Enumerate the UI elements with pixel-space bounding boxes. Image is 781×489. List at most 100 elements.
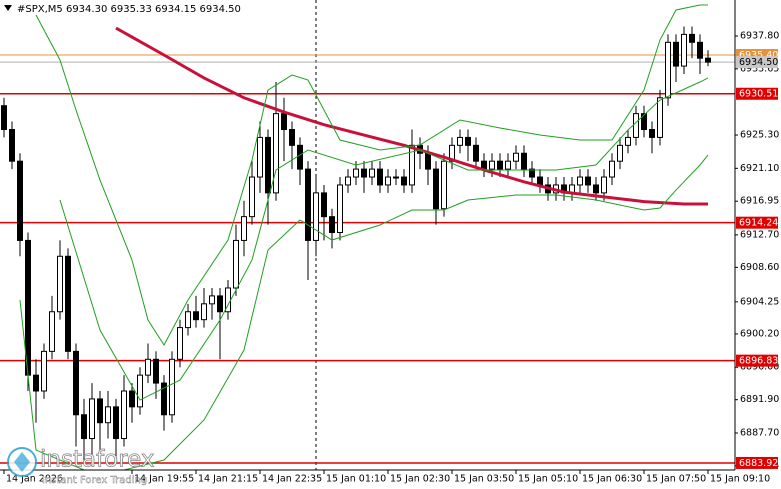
candle-body (465, 136, 471, 146)
last-price-box (736, 56, 778, 69)
candle-body (161, 382, 167, 416)
candle-body (129, 390, 135, 408)
candle-body (705, 57, 711, 63)
x-tick-label: 15 Jan 05:10 (518, 474, 578, 485)
candle-body (73, 350, 79, 416)
candle-body (593, 184, 599, 194)
candle-body (97, 398, 103, 424)
candle-body (441, 160, 447, 210)
chart-header: #SPX,M5 6934.30 6935.33 6934.15 6934.50 (17, 4, 241, 15)
y-tick-label: 6900.20 (740, 328, 779, 339)
candle-body (529, 168, 535, 178)
candle-body (105, 406, 111, 424)
logo: instaforex Instant Forex Trading (7, 446, 155, 486)
candle-body (657, 97, 663, 138)
y-tick-label: 6937.80 (740, 30, 779, 41)
candle-body (193, 311, 199, 321)
level-label: 6896.83 (739, 356, 778, 367)
level-label-box (736, 456, 778, 469)
logo-name: instaforex (40, 447, 155, 473)
candle-body (625, 136, 631, 146)
candle-body (321, 192, 327, 218)
candle-body (513, 152, 519, 162)
y-tick-label: 6933.65 (740, 63, 779, 74)
candle-body (521, 152, 527, 170)
candle-body (273, 113, 279, 194)
candle-body (401, 176, 407, 186)
candle-body (377, 168, 383, 186)
candle-body (505, 160, 511, 170)
candle-body (601, 176, 607, 194)
candle-body (337, 184, 343, 234)
candle-body (233, 239, 239, 289)
y-tick-label: 6891.90 (740, 394, 779, 405)
candle-body (697, 41, 703, 59)
x-tick-label: 15 Jan 07:50 (646, 474, 706, 485)
plot-area (0, 4, 735, 470)
candle-body (57, 255, 63, 313)
last-price-label: 6934.50 (739, 57, 778, 68)
candle-body (433, 168, 439, 210)
y-tick-label: 6921.10 (740, 163, 779, 174)
candle-body (209, 295, 215, 305)
x-tick-label: 15 Jan 02:30 (390, 474, 450, 485)
y-tick-label: 6908.60 (740, 262, 779, 273)
logo-tagline: Instant Forex Trading (42, 475, 147, 486)
axis-layer: 6937.80 6933.65 6925.30 6921.10 6916.95 6912.… (3, 30, 779, 485)
candle-body (121, 390, 127, 440)
candle-body (249, 176, 255, 218)
level-label-box (736, 354, 778, 367)
x-tick-label: 15 Jan 03:50 (454, 474, 514, 485)
candle-body (393, 176, 399, 179)
candle-body (1, 105, 7, 130)
candle-body (17, 160, 23, 241)
candle-body (497, 160, 503, 170)
y-tick-label: 6925.30 (740, 130, 779, 141)
indicator-line (19, 154, 709, 470)
candle-body (361, 168, 367, 178)
indicator-line (59, 77, 709, 401)
y-tick-label: 6912.70 (740, 229, 779, 240)
candle-body (409, 144, 415, 186)
menu-arrow[interactable] (4, 5, 12, 11)
candle-body (489, 160, 495, 170)
candle-body (201, 303, 207, 321)
candle-body (641, 113, 647, 130)
candle-body (673, 41, 679, 67)
candle-body (385, 176, 391, 186)
candle-body (33, 374, 39, 392)
candle-body (617, 144, 623, 162)
candle-body (145, 358, 151, 376)
indicator-line (35, 4, 708, 347)
candle-body (649, 128, 655, 138)
candle-body (353, 168, 359, 178)
level-label-box (736, 216, 778, 229)
x-tick-label: 14 Jan 19:55 (134, 474, 194, 485)
candle-body (49, 311, 55, 352)
candle-body (585, 176, 591, 186)
candle-body (257, 136, 263, 178)
candle-body (217, 295, 223, 313)
candle-body (169, 358, 175, 416)
candle-body (89, 398, 95, 440)
candle-body (113, 406, 119, 440)
candle-body (473, 144, 479, 162)
candle-body (9, 128, 15, 162)
candle-body (313, 192, 319, 241)
candle-body (297, 144, 303, 170)
candle-body (609, 160, 615, 178)
candle-body (577, 176, 583, 186)
candle-body (425, 152, 431, 170)
ask-label: 6935.40 (739, 50, 778, 61)
y-tick-label: 6916.95 (740, 196, 779, 207)
candle-body (281, 113, 287, 130)
candle-body (65, 255, 71, 352)
candle-body (329, 216, 335, 234)
candle-body (153, 358, 159, 384)
candle-body (633, 113, 639, 138)
y-tick-label: 6904.25 (740, 296, 779, 307)
candle-body (41, 350, 47, 392)
candle-body (457, 136, 463, 146)
candle-body (241, 216, 247, 241)
